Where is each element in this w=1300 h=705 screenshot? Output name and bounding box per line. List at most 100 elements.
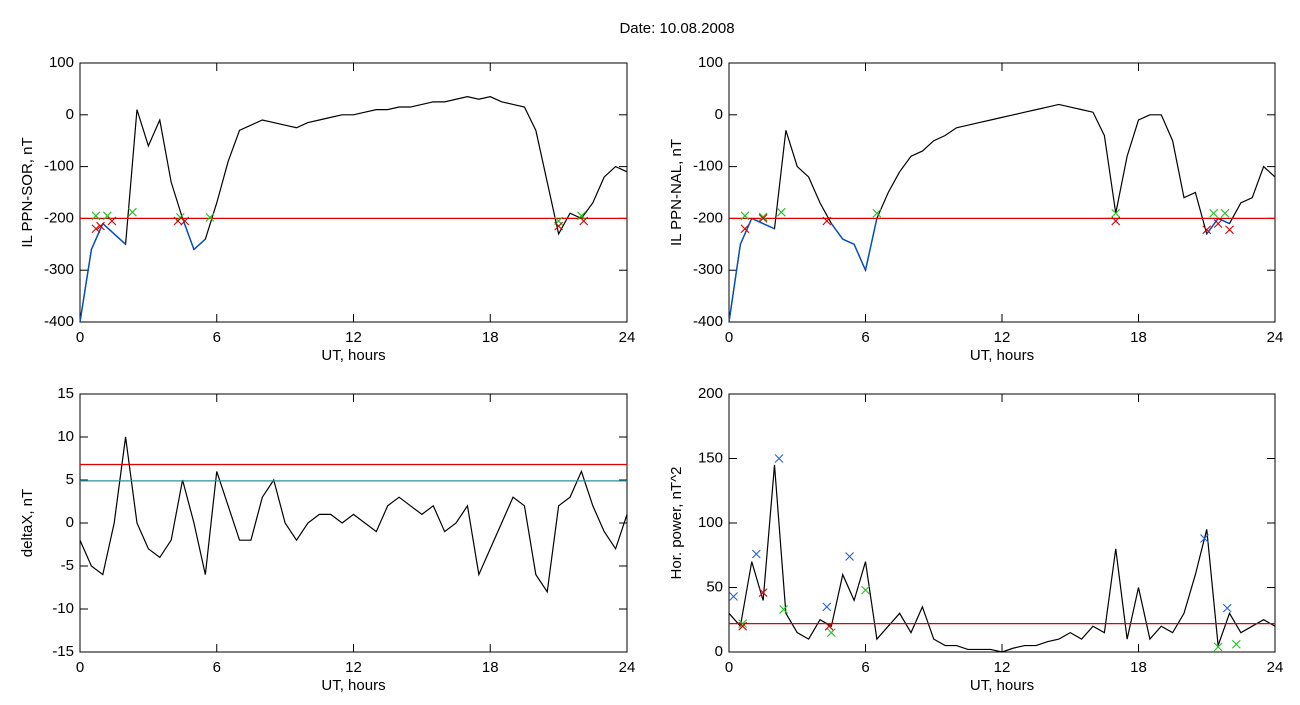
x-tick-label: 18 [1130,329,1147,346]
x-marker [1222,603,1232,613]
x-marker [751,549,761,559]
x-marker [577,211,586,221]
y-tick-label: -5 [61,557,74,574]
y-tick-label: -400 [44,313,74,330]
x-marker [826,628,836,638]
y-tick-label: 100 [49,54,74,71]
x-marker [1213,219,1223,228]
y-tick-label: 200 [698,385,723,402]
x-marker [729,592,738,601]
x-marker [91,211,101,221]
y-tick-label: -15 [52,643,74,660]
below-threshold-segment [842,238,855,245]
x-marker [740,211,750,221]
x-axis-label: UT, hours [970,677,1034,694]
below-threshold-segment [113,233,127,245]
y-tick-label: -200 [693,209,723,226]
x-marker [1213,642,1223,652]
y-tick-label: 0 [66,106,74,123]
x-tick-label: 12 [994,329,1011,346]
y-tick-label: 0 [66,514,74,531]
below-threshold-segment [739,218,753,245]
x-marker [91,224,101,234]
x-marker [1111,216,1121,226]
below-threshold-segment [181,218,195,250]
x-tick-label: 12 [345,659,362,676]
below-threshold-segment [1217,217,1230,225]
x-marker [824,621,834,631]
x-marker [872,208,882,218]
x-tick-label: 0 [76,329,84,346]
below-threshold-segment [762,222,775,230]
x-tick-label: 0 [76,659,84,676]
x-tick-label: 24 [619,659,636,676]
y-tick-label: -300 [44,261,74,278]
x-tick-label: 12 [345,329,362,346]
x-marker [1111,208,1121,218]
y-axis-label: IL PPN-NAL, nT [668,139,685,246]
x-axis-label: UT, hours [321,347,385,364]
x-tick-label: 18 [482,659,499,676]
below-threshold-segment [728,244,742,323]
x-tick-label: 18 [482,329,499,346]
below-threshold-segment [864,218,878,271]
x-marker [758,214,768,223]
x-tick-label: 24 [1267,329,1284,346]
x-marker [822,602,832,612]
x-tick-label: 6 [213,659,221,676]
x-axis-label: UT, hours [970,347,1034,364]
y-tick-label: 5 [66,471,74,488]
y-tick-label: -10 [52,600,74,617]
x-marker [845,552,854,561]
y-tick-label: 15 [57,385,74,402]
x-tick-label: 24 [619,329,636,346]
x-tick-label: 6 [861,659,869,676]
y-tick-label: 100 [698,514,723,531]
x-marker [738,621,748,631]
x-tick-label: 0 [725,659,733,676]
y-tick-label: 0 [715,643,723,660]
y-tick-label: 10 [57,428,74,445]
data-line [79,436,628,594]
y-tick-label: 150 [698,449,723,466]
x-marker [173,216,183,226]
x-marker [758,212,768,222]
below-threshold-segment [830,223,844,240]
y-tick-label: -300 [693,261,723,278]
x-marker [107,216,117,226]
x-marker [822,216,832,226]
x-marker [1225,225,1234,235]
x-marker [774,454,784,463]
x-marker [861,585,870,595]
below-threshold-segment [193,238,206,250]
x-marker [554,221,564,231]
x-marker [758,588,768,598]
x-marker [776,207,786,217]
data-line [79,96,628,323]
below-threshold-segment [90,223,104,250]
below-threshold-segment [102,223,115,235]
y-tick-label: -400 [693,313,723,330]
x-marker [740,224,750,234]
x-tick-label: 24 [1267,659,1284,676]
data-line [728,103,1276,323]
x-marker [1202,225,1212,235]
y-tick-label: -200 [44,209,74,226]
data-line [728,464,1276,653]
y-axis-label: deltaX, nT [19,489,36,557]
y-tick-label: -100 [693,158,723,175]
x-axis-label: UT, hours [321,677,385,694]
x-tick-label: 0 [725,329,733,346]
x-tick-label: 6 [861,329,869,346]
x-marker [1220,208,1230,218]
x-marker [180,216,190,226]
below-threshold-segment [79,249,93,323]
x-marker [1231,639,1241,649]
x-marker [779,605,788,614]
page-title: Date: 10.08.2008 [619,20,734,37]
y-tick-label: 0 [715,106,723,123]
x-marker [738,619,748,629]
x-marker [579,216,589,226]
